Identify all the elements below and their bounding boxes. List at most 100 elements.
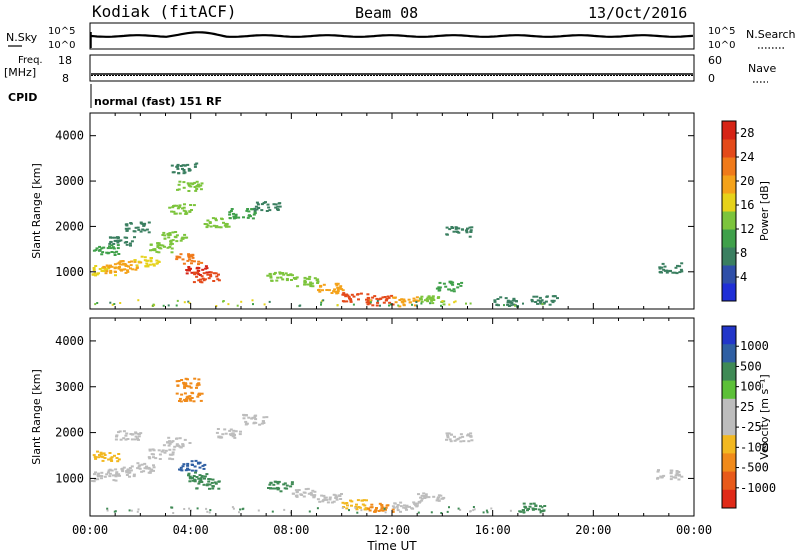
data-cell <box>336 286 340 289</box>
data-cell <box>136 467 140 470</box>
data-cell <box>490 507 493 510</box>
data-cell <box>175 204 179 207</box>
data-cell <box>432 495 436 498</box>
data-cell <box>167 304 170 307</box>
data-cell <box>383 296 387 298</box>
data-cell <box>199 278 202 281</box>
data-cell <box>91 480 95 482</box>
data-cell <box>181 167 184 170</box>
data-cell <box>522 511 525 514</box>
data-cell <box>420 499 424 502</box>
data-cell <box>403 300 407 303</box>
data-cell <box>115 457 119 459</box>
data-cell <box>126 438 130 440</box>
data-cell <box>512 298 516 301</box>
data-cell <box>110 469 114 472</box>
data-cell <box>195 180 199 183</box>
data-cell <box>448 303 451 306</box>
data-cell <box>117 431 120 434</box>
data-cell <box>263 303 266 306</box>
data-cell <box>326 501 330 504</box>
data-cell <box>518 510 522 513</box>
data-cell <box>219 436 223 439</box>
data-cell <box>276 482 280 485</box>
colorbar-segment <box>722 193 736 212</box>
data-cell <box>186 467 189 470</box>
data-cell <box>153 248 157 251</box>
data-cell <box>143 462 147 465</box>
data-cell <box>249 215 252 218</box>
data-cell <box>497 304 500 307</box>
data-cell <box>137 435 141 438</box>
data-cell <box>129 267 132 270</box>
data-cell <box>95 273 99 276</box>
data-cell <box>207 480 211 483</box>
data-cell <box>186 259 190 262</box>
colorbar-tick-label: 25 <box>740 400 754 414</box>
data-cell <box>130 438 134 441</box>
data-cell <box>295 495 299 498</box>
colorbar-segment <box>722 362 736 382</box>
data-cell <box>283 487 287 490</box>
data-cell <box>138 464 142 467</box>
data-cell <box>279 276 283 279</box>
data-cell <box>537 508 541 511</box>
data-cell <box>189 204 193 206</box>
x-tick-label: 04:00 <box>173 523 209 537</box>
colorbar-segment <box>722 398 736 418</box>
data-cell <box>110 251 114 253</box>
data-cell <box>242 507 245 510</box>
data-cell <box>208 222 212 224</box>
data-cell <box>341 289 345 292</box>
data-cell <box>269 276 273 279</box>
data-cell <box>448 228 452 231</box>
data-cell <box>389 303 392 306</box>
data-cell <box>268 209 272 212</box>
data-cell <box>240 300 243 303</box>
data-cell <box>447 432 451 435</box>
data-cell <box>168 246 172 248</box>
data-cell <box>125 236 129 239</box>
data-cell <box>179 165 183 167</box>
data-cell <box>183 171 187 174</box>
data-cell <box>211 478 215 481</box>
data-cell <box>420 302 423 305</box>
data-cell <box>114 510 117 513</box>
data-cell <box>179 253 183 256</box>
data-cell <box>124 264 128 267</box>
data-cell <box>211 485 215 488</box>
data-cell <box>139 221 143 224</box>
data-cell <box>198 466 202 469</box>
data-cell <box>309 281 313 284</box>
data-cell <box>452 288 456 291</box>
data-cell <box>252 213 256 216</box>
data-cell <box>424 496 428 499</box>
data-cell <box>522 302 524 305</box>
data-cell <box>412 501 416 504</box>
colorbar-segment <box>722 471 736 491</box>
data-cell <box>336 282 340 285</box>
data-cell <box>334 494 338 497</box>
data-cell <box>96 478 100 481</box>
data-cell <box>346 504 349 507</box>
data-cell <box>342 293 346 296</box>
data-cell <box>199 188 203 191</box>
data-cell <box>440 497 444 500</box>
data-cell <box>178 204 182 207</box>
data-cell <box>393 502 397 505</box>
data-cell <box>180 207 184 210</box>
data-cell <box>166 246 170 249</box>
data-cell <box>193 377 197 380</box>
data-cell <box>163 237 167 240</box>
data-cell <box>178 437 182 440</box>
data-cell <box>270 279 274 282</box>
data-cell <box>169 240 173 243</box>
data-cell <box>415 505 419 508</box>
data-cell <box>418 501 421 504</box>
data-cell <box>473 508 476 511</box>
data-cell <box>276 276 280 279</box>
data-cell <box>553 295 557 298</box>
data-cell <box>108 452 112 454</box>
data-cell <box>201 464 205 467</box>
data-cell <box>232 434 236 437</box>
